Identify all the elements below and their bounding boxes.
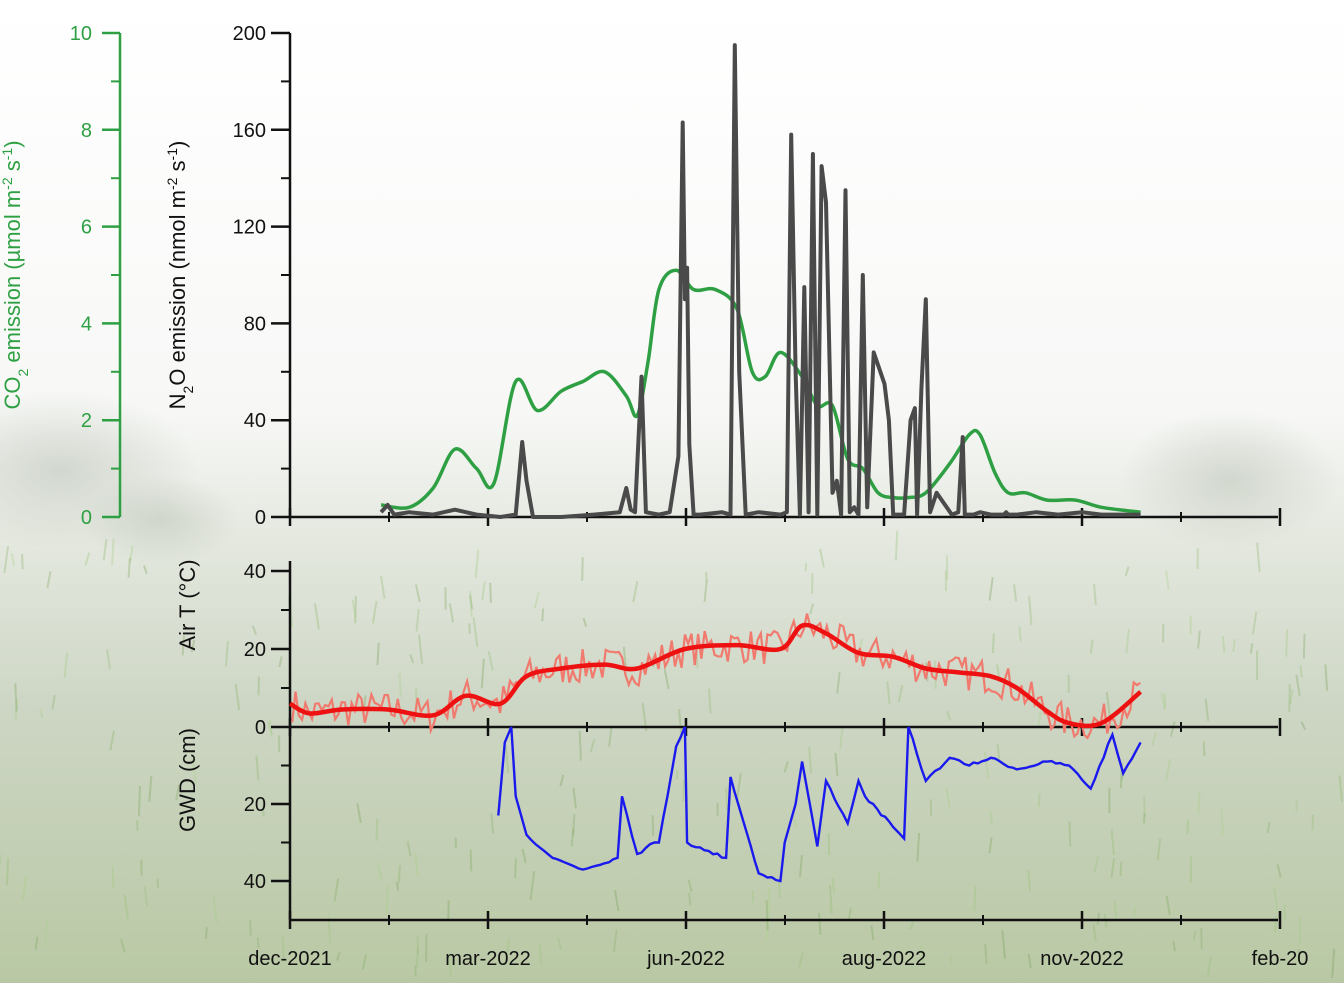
n2o-axis-title: N2O emission (nmol m-2 s-1) xyxy=(164,141,196,410)
gwd-tick-label: 20 xyxy=(244,794,266,816)
co2-tick-label: 0 xyxy=(81,507,92,529)
air-tick-label: 0 xyxy=(255,717,266,739)
gwd-tick-label: 40 xyxy=(244,871,266,893)
co2-axis-title: CO2 emission (µmol m-2 s-1) xyxy=(0,140,31,409)
n2o-tick-label: 200 xyxy=(233,23,266,45)
co2-tick-label: 2 xyxy=(81,410,92,432)
co2-tick-label: 10 xyxy=(70,23,92,45)
n2o-tick-label: 120 xyxy=(233,217,266,239)
co2-emission-line xyxy=(380,268,1141,514)
gwd-axis-title: GWD (cm) xyxy=(175,728,200,832)
n2o-tick-label: 80 xyxy=(244,313,266,335)
x-tick-label: aug-2022 xyxy=(842,948,927,970)
air-tick-label: 20 xyxy=(244,639,266,661)
air-temperature-axis-title: Air T (°C) xyxy=(175,559,200,650)
x-tick-label: dec-2021 xyxy=(248,948,331,970)
x-tick-label: mar-2022 xyxy=(445,948,531,970)
x-tick-label: nov-2022 xyxy=(1040,948,1123,970)
co2-tick-label: 6 xyxy=(81,217,92,239)
x-tick-label: jun-2022 xyxy=(646,948,725,970)
n2o-tick-label: 160 xyxy=(233,120,266,142)
co2-tick-label: 4 xyxy=(81,313,92,335)
air-temperature-smoothed-line xyxy=(288,622,1143,729)
co2-tick-label: 8 xyxy=(81,120,92,142)
n2o-emission-line xyxy=(379,43,1141,519)
groundwater-depth-line xyxy=(497,726,1142,883)
n2o-tick-label: 0 xyxy=(255,507,266,529)
x-tick-label: feb-20 xyxy=(1252,948,1309,970)
air-temperature-raw-line xyxy=(291,613,1141,740)
n2o-tick-label: 40 xyxy=(244,410,266,432)
air-tick-label: 40 xyxy=(244,561,266,583)
